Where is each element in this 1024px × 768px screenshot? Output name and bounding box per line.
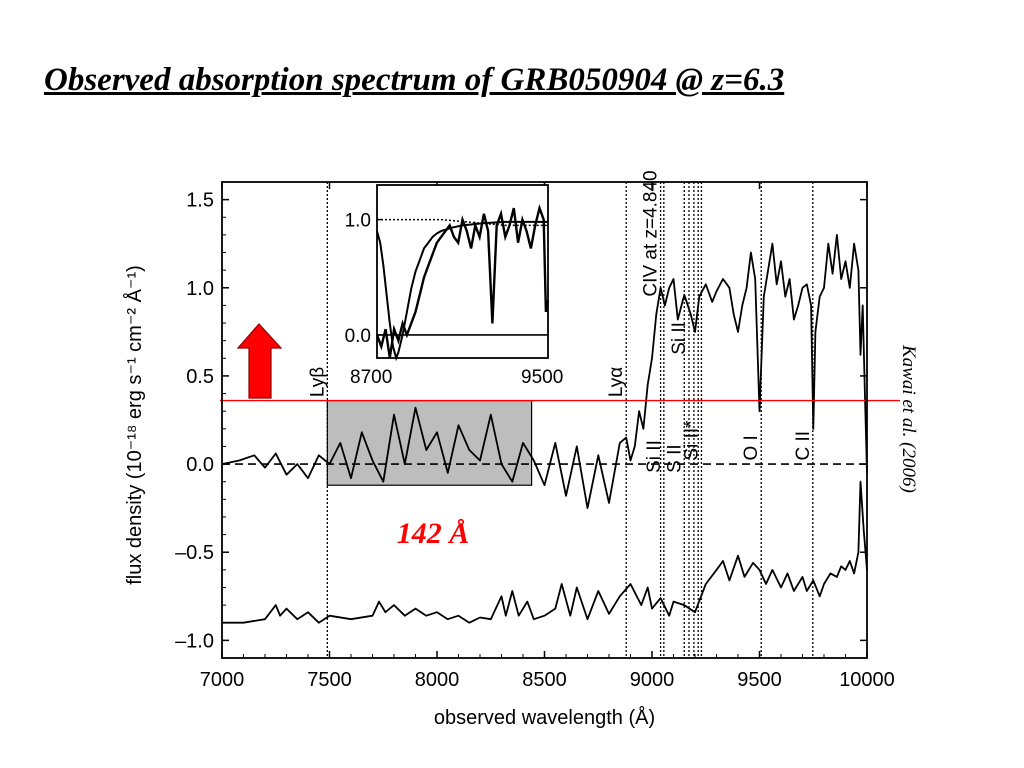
- region-width-label: 142 Å: [397, 517, 470, 550]
- citation: Kawai et al. (2006): [898, 345, 919, 493]
- inset-spectrum: [375, 204, 550, 359]
- y-axis-label: flux density (10⁻¹⁸ erg s⁻¹ cm⁻² Å⁻¹): [123, 265, 146, 585]
- annotations: 142 Å: [236, 323, 470, 550]
- line-marker-label: S II: [664, 444, 685, 473]
- x-tick-label: 7000: [200, 669, 245, 691]
- series-spectrum: [221, 233, 868, 510]
- line-marker-label: Si II*: [681, 420, 702, 461]
- y-tick-label: 0.5: [186, 366, 214, 388]
- page-title: Observed absorption spectrum of GRB05090…: [44, 62, 785, 98]
- y-tick-label: –1.0: [175, 630, 214, 652]
- line-marker-label: Lyβ: [307, 367, 328, 397]
- x-axis-label: observed wavelength (Å): [434, 706, 655, 729]
- line-marker-label: O I: [741, 435, 762, 460]
- series-model-offset: [222, 480, 868, 624]
- x-tick-label: 9500: [737, 669, 782, 691]
- shaded-region: [326, 400, 533, 486]
- line-marker-label: Lyα: [606, 367, 627, 397]
- main-plot: 7000 7500 8000 8500 9000 9500 10000 1.5 1.0 0.5 0.…: [123, 170, 900, 729]
- inset-model-dotted: [377, 218, 548, 227]
- line-marker-label: C II: [793, 431, 814, 461]
- inset-model-solid: [376, 220, 548, 362]
- inset-plot: 1.0 0.0 8700 9500: [345, 184, 563, 388]
- x-tick-label: 7500: [307, 669, 352, 691]
- line-marker-label: CIV at z=4.840: [641, 170, 662, 296]
- y-tick-label: 0.0: [186, 454, 214, 476]
- line-marker-label: Si II: [669, 322, 690, 355]
- y-tick-label: 1.5: [186, 190, 214, 212]
- line-marker-label: Si II: [644, 440, 665, 473]
- x-tick-label: 10000: [839, 669, 895, 691]
- y-tick-label: 1.0: [186, 278, 214, 300]
- x-tick-label: 9000: [630, 669, 675, 691]
- inset-y-tick-label: 1.0: [345, 211, 371, 232]
- x-tick-label: 8000: [415, 669, 460, 691]
- up-arrow: [236, 323, 283, 399]
- x-tick-label: 8500: [522, 669, 567, 691]
- inset-y-tick-label: 0.0: [345, 326, 371, 347]
- inset-x-tick-label: 9500: [521, 367, 563, 388]
- inset-x-tick-label: 8700: [350, 367, 392, 388]
- y-tick-label: –0.5: [175, 542, 214, 564]
